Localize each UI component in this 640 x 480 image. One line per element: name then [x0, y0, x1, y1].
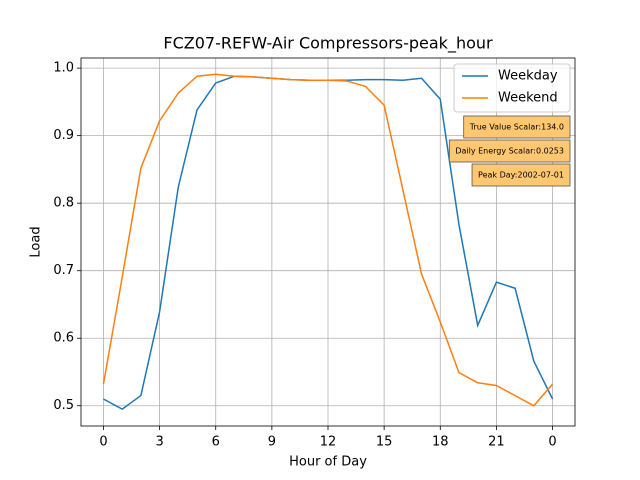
x-tick-label: 0	[548, 435, 556, 450]
x-tick-label: 18	[432, 435, 449, 450]
x-tick-label: 21	[488, 435, 505, 450]
x-tick-label: 12	[320, 435, 337, 450]
legend-label: Weekend	[498, 91, 558, 106]
x-tick-label: 3	[155, 435, 163, 450]
annotation-box	[448, 139, 571, 163]
y-tick-label: 1.0	[53, 61, 74, 76]
y-tick-label: 0.5	[53, 398, 74, 413]
x-tick-label: 9	[268, 435, 276, 450]
series-line	[102, 73, 554, 407]
annotation: Peak Day:2002-07-01	[478, 171, 564, 180]
x-axis-label: Hour of Day	[289, 455, 367, 470]
annotation: True Value Scalar:134.0	[469, 123, 564, 132]
annotation: Daily Energy Scalar:0.0253	[455, 147, 564, 156]
x-tick-label: 15	[376, 435, 393, 450]
y-tick-label: 0.6	[53, 331, 74, 346]
y-tick-label: 0.8	[53, 196, 74, 211]
chart-title: FCZ07-REFW-Air Compressors-peak_hour	[163, 34, 493, 54]
y-tick-label: 0.7	[53, 263, 74, 278]
y-tick-label: 0.9	[53, 128, 74, 143]
annotation-box	[463, 115, 571, 139]
y-axis-label: Load	[29, 226, 44, 257]
plot-frame	[80, 57, 576, 427]
annotation-box	[471, 163, 571, 187]
legend-label: Weekday	[498, 69, 558, 84]
x-tick-label: 6	[212, 435, 220, 450]
x-tick-label: 0	[99, 435, 107, 450]
